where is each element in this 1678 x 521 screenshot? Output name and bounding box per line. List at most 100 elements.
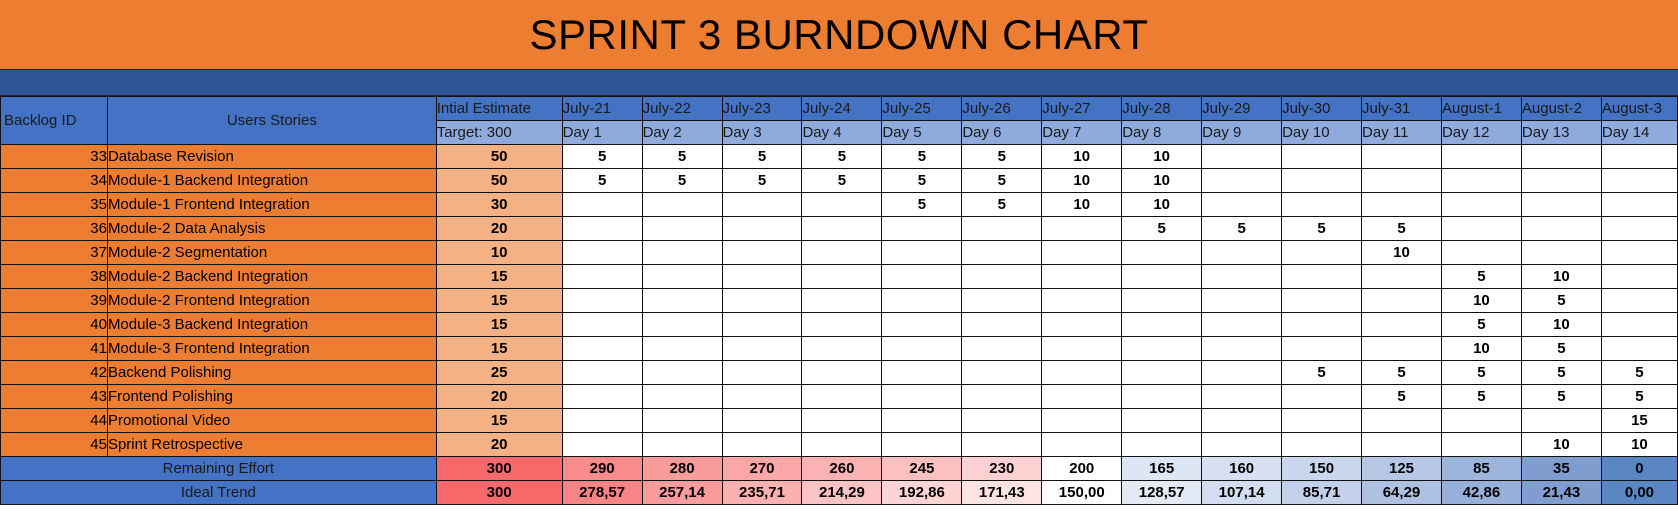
- effort-cell: [1281, 240, 1363, 265]
- date-header: July-21: [561, 96, 643, 121]
- remaining-effort-row-value: 0: [1600, 456, 1678, 481]
- effort-cell: [1281, 288, 1363, 313]
- effort-cell: 5: [961, 168, 1043, 193]
- backlog-id-cell: 37: [0, 240, 108, 265]
- effort-cell: 10: [1440, 288, 1522, 313]
- effort-cell: [1520, 216, 1602, 241]
- effort-cell: 10: [1121, 144, 1203, 169]
- date-header: August-1: [1440, 96, 1522, 121]
- effort-cell: [641, 384, 723, 409]
- effort-cell: [561, 192, 643, 217]
- table-row: 39 Module-2 Frontend Integration 15 10 5: [0, 288, 1678, 313]
- day-header: Day 11: [1361, 120, 1442, 145]
- effort-cell: [1361, 408, 1442, 433]
- effort-cell: [561, 264, 643, 289]
- effort-cell: [641, 288, 723, 313]
- remaining-effort-row-value: 200: [1041, 456, 1123, 481]
- remaining-effort-row-value: 280: [641, 456, 723, 481]
- date-header: July-26: [961, 96, 1043, 121]
- day-header: Day 10: [1281, 120, 1363, 145]
- effort-cell: [1121, 288, 1203, 313]
- effort-cell: 5: [881, 144, 963, 169]
- remaining-effort-row-initial: 300: [435, 456, 563, 481]
- effort-cell: [801, 312, 883, 337]
- effort-cell: [961, 264, 1043, 289]
- effort-cell: 10: [1121, 168, 1203, 193]
- backlog-id-cell: 35: [0, 192, 108, 217]
- effort-cell: 5: [801, 144, 883, 169]
- effort-cell: 15: [1600, 408, 1678, 433]
- estimate-cell: 50: [435, 168, 563, 193]
- effort-cell: [1440, 432, 1522, 457]
- effort-cell: 10: [1361, 240, 1442, 265]
- effort-cell: 5: [1361, 216, 1442, 241]
- effort-cell: 5: [881, 192, 963, 217]
- backlog-id-cell: 42: [0, 360, 108, 385]
- remaining-effort-row-value: 85: [1440, 456, 1522, 481]
- effort-cell: 10: [1041, 192, 1123, 217]
- effort-cell: [1520, 192, 1602, 217]
- ideal-trend-row-value: 21,43: [1520, 480, 1602, 505]
- effort-cell: [1201, 312, 1283, 337]
- effort-cell: [1361, 264, 1442, 289]
- effort-cell: [1600, 336, 1678, 361]
- effort-cell: [1121, 312, 1203, 337]
- effort-cell: [1121, 408, 1203, 433]
- date-header: July-23: [721, 96, 803, 121]
- effort-cell: [961, 288, 1043, 313]
- effort-cell: [1361, 312, 1442, 337]
- estimate-cell: 15: [435, 264, 563, 289]
- remaining-effort-row: Remaining Effort 300 290 280 270 260 245 230 200…: [0, 456, 1678, 481]
- estimate-cell: 15: [435, 408, 563, 433]
- effort-cell: [881, 384, 963, 409]
- remaining-effort-row-value: 35: [1520, 456, 1602, 481]
- ideal-trend-row-value: 235,71: [721, 480, 803, 505]
- estimate-cell: 50: [435, 144, 563, 169]
- effort-cell: [1600, 144, 1678, 169]
- effort-cell: [1440, 144, 1522, 169]
- effort-cell: 5: [1520, 288, 1602, 313]
- ideal-trend-row-value: 107,14: [1201, 480, 1283, 505]
- table-row: 40 Module-3 Backend Integration 15 5 10: [0, 312, 1678, 337]
- effort-cell: [641, 216, 723, 241]
- effort-cell: [1201, 264, 1283, 289]
- effort-cell: 5: [1361, 360, 1442, 385]
- effort-cell: [801, 408, 883, 433]
- effort-cell: [721, 384, 803, 409]
- effort-cell: [1361, 288, 1442, 313]
- effort-cell: [1041, 384, 1123, 409]
- effort-cell: 5: [801, 168, 883, 193]
- effort-cell: [801, 336, 883, 361]
- effort-cell: 10: [1520, 264, 1602, 289]
- table-row: 42 Backend Polishing 25 5 5 5 5 5: [0, 360, 1678, 385]
- ideal-trend-row-value: 42,86: [1440, 480, 1522, 505]
- effort-cell: [1041, 408, 1123, 433]
- effort-cell: 5: [1361, 384, 1442, 409]
- effort-cell: [641, 432, 723, 457]
- user-story-cell: Module-3 Frontend Integration: [106, 336, 437, 361]
- ideal-trend-row-value: 192,86: [881, 480, 963, 505]
- effort-cell: [961, 384, 1043, 409]
- estimate-cell: 10: [435, 240, 563, 265]
- effort-cell: 10: [1440, 336, 1522, 361]
- effort-cell: [721, 216, 803, 241]
- effort-cell: [1041, 288, 1123, 313]
- effort-cell: [881, 432, 963, 457]
- day-header: Day 2: [641, 120, 723, 145]
- remaining-effort-row-value: 270: [721, 456, 803, 481]
- effort-cell: [1041, 312, 1123, 337]
- effort-cell: [881, 408, 963, 433]
- estimate-cell: 25: [435, 360, 563, 385]
- effort-cell: 10: [1121, 192, 1203, 217]
- effort-cell: [1281, 264, 1363, 289]
- effort-cell: [641, 360, 723, 385]
- effort-cell: 5: [1600, 360, 1678, 385]
- backlog-id-cell: 33: [0, 144, 108, 169]
- effort-cell: [721, 288, 803, 313]
- effort-cell: [561, 216, 643, 241]
- effort-cell: [721, 192, 803, 217]
- ideal-trend-row-value: 128,57: [1121, 480, 1203, 505]
- remaining-effort-row-label: Remaining Effort: [0, 456, 437, 481]
- remaining-effort-row-value: 290: [561, 456, 643, 481]
- title-bar: SPRINT 3 BURNDOWN CHART: [0, 0, 1678, 70]
